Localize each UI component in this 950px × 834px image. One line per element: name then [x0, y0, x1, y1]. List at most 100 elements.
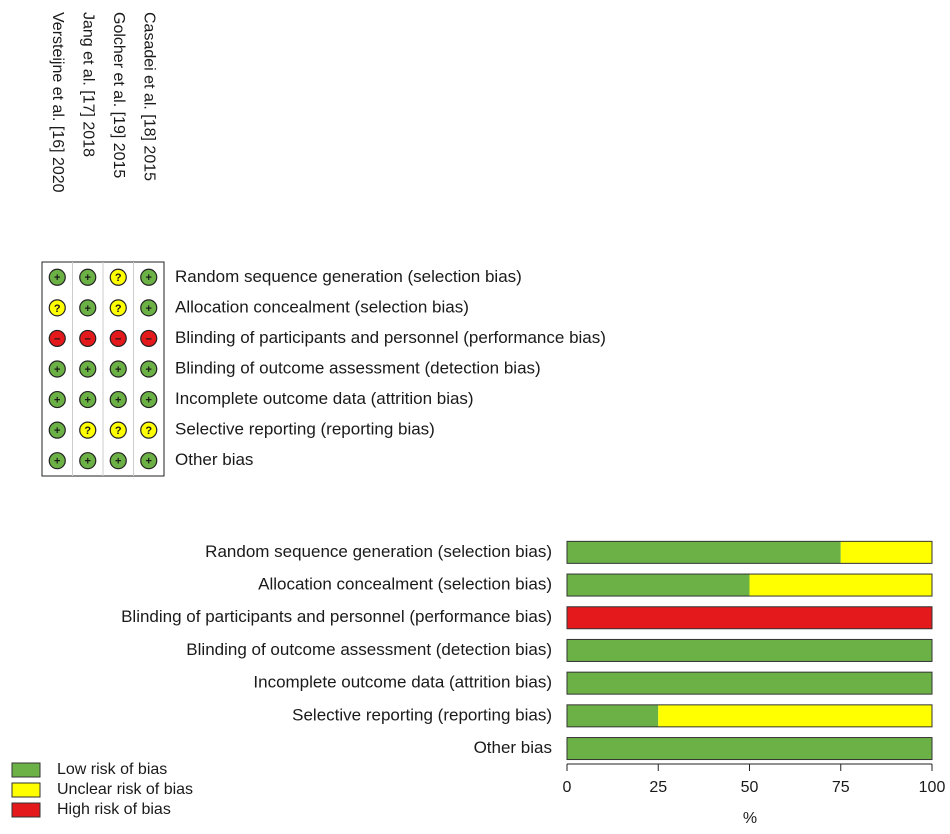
judgment-dot [79, 329, 97, 348]
y-tick-label: Blinding of participants and personnel (… [121, 607, 552, 626]
judgment-dot [48, 329, 66, 348]
judgment-symbol: + [115, 456, 121, 468]
study-label: Jang et al. [17] 2018 [80, 12, 97, 157]
judgment-symbol: + [54, 425, 60, 437]
bar-outline [566, 671, 933, 695]
judgment-dot [140, 390, 158, 409]
y-tick-label: Allocation concealment (selection bias) [258, 575, 552, 594]
legend-swatch [11, 802, 41, 818]
study-label: Versteijne et al. [16] 2020 [49, 12, 66, 193]
domain-label: Blinding of outcome assessment (detectio… [175, 358, 541, 377]
x-tick-label: 25 [649, 779, 667, 796]
judgment-symbol: ? [145, 425, 152, 437]
judgment-symbol: − [54, 333, 60, 345]
judgment-symbol: + [85, 456, 91, 468]
domain-label: Incomplete outcome data (attrition bias) [175, 389, 474, 408]
judgment-dot [140, 421, 158, 439]
bar-outline [566, 606, 933, 630]
judgment-symbol: + [54, 456, 60, 468]
bar-segment [567, 541, 841, 564]
legend-label: High risk of bias [57, 801, 171, 818]
judgment-symbol: ? [54, 303, 61, 315]
judgment-dot [48, 452, 66, 470]
judgment-symbol: + [115, 394, 121, 406]
judgment-dot [48, 299, 66, 317]
legend-swatch [11, 782, 41, 798]
x-tick-label: 0 [563, 779, 572, 796]
y-tick-label: Selective reporting (reporting bias) [292, 705, 552, 724]
judgment-dot [48, 390, 66, 409]
x-tick-label: 100 [919, 779, 946, 796]
judgment-symbol: ? [115, 425, 122, 437]
judgment-dot [109, 390, 127, 409]
domain-label: Allocation concealment (selection bias) [175, 297, 469, 316]
judgment-symbol: + [85, 394, 91, 406]
study-label: Casadei et al. [18] 2015 [141, 12, 158, 181]
judgment-dot [140, 299, 158, 317]
judgment-dot [140, 268, 158, 286]
judgment-dot [79, 390, 97, 409]
judgment-dot [79, 268, 97, 286]
judgment-dot [140, 452, 158, 470]
judgment-dot [140, 329, 158, 348]
judgment-dot [109, 360, 127, 378]
domain-label: Other bias [175, 450, 253, 469]
judgment-dot [79, 421, 97, 439]
judgment-symbol: + [146, 272, 152, 284]
bar-outline [566, 704, 933, 728]
judgment-dot [48, 268, 66, 286]
judgment-symbol: − [146, 333, 152, 345]
judgment-symbol: + [54, 272, 60, 284]
bar-segment [567, 606, 932, 629]
judgment-symbol: + [85, 303, 91, 315]
judgment-symbol: + [54, 394, 60, 406]
bar-segment [567, 574, 750, 597]
judgment-dot [109, 421, 127, 439]
legend-label: Unclear risk of bias [57, 781, 193, 798]
judgment-dot [48, 360, 66, 378]
judgment-dot [109, 299, 127, 317]
judgment-symbol: + [85, 272, 91, 284]
judgment-symbol: + [146, 364, 152, 376]
judgment-dot [79, 360, 97, 378]
judgment-dot [79, 452, 97, 470]
bar-outline [566, 638, 933, 662]
x-axis-label: % [743, 810, 757, 827]
bar-outline [566, 540, 933, 564]
judgment-dot [79, 299, 97, 317]
judgment-symbol: ? [115, 303, 122, 315]
judgment-symbol: − [115, 333, 121, 345]
x-tick-label: 50 [741, 779, 759, 796]
judgment-symbol: ? [115, 272, 122, 284]
legend-swatch [11, 762, 41, 778]
legend-label: Low risk of bias [57, 761, 167, 778]
judgment-dot [140, 360, 158, 378]
domain-label: Selective reporting (reporting bias) [175, 420, 435, 439]
bar-segment [567, 672, 932, 695]
y-tick-label: Other bias [474, 738, 552, 757]
domain-label: Blinding of participants and personnel (… [175, 328, 606, 347]
judgment-dot [109, 268, 127, 286]
study-label: Golcher et al. [19] 2015 [110, 12, 127, 178]
judgment-symbol: + [146, 456, 152, 468]
judgment-symbol: ? [84, 425, 91, 437]
domain-label: Random sequence generation (selection bi… [175, 267, 522, 286]
y-tick-label: Random sequence generation (selection bi… [205, 542, 552, 561]
bar-segment [567, 639, 932, 662]
judgment-symbol: + [54, 364, 60, 376]
bar-outline [566, 737, 933, 761]
judgment-symbol: + [146, 303, 152, 315]
bar-segment [658, 704, 932, 727]
judgment-symbol: + [115, 364, 121, 376]
bar-outline [566, 573, 933, 597]
bar-segment [567, 737, 932, 760]
y-tick-label: Blinding of outcome assessment (detectio… [186, 640, 552, 659]
judgment-symbol: − [85, 333, 91, 345]
bar-segment [749, 574, 932, 597]
judgment-symbol: + [85, 364, 91, 376]
bar-segment [840, 541, 932, 564]
y-tick-label: Incomplete outcome data (attrition bias) [253, 673, 552, 692]
judgment-symbol: + [146, 394, 152, 406]
x-tick-label: 75 [832, 779, 850, 796]
